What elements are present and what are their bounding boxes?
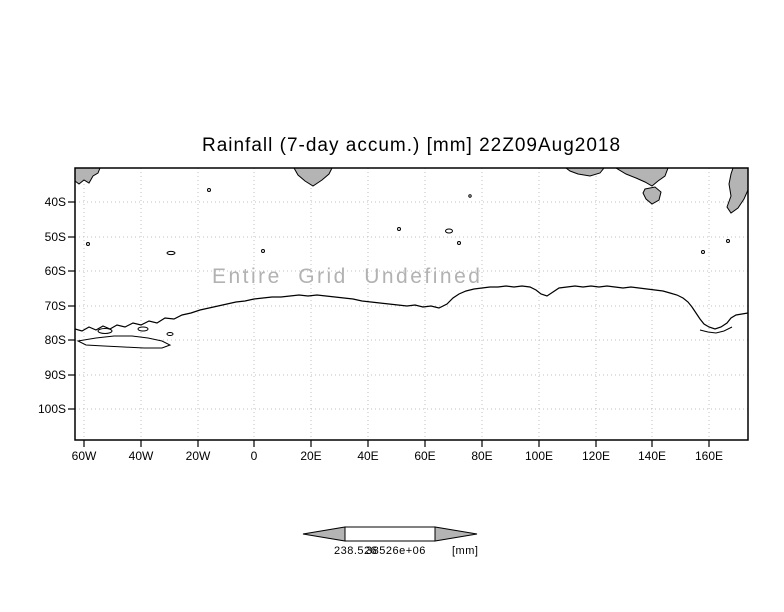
lon-tick-label: 20E	[300, 449, 322, 463]
island	[207, 188, 211, 192]
australia-east	[615, 168, 669, 187]
colorbar-unit-label: [mm]	[452, 545, 479, 557]
axis-ticks	[68, 201, 710, 447]
new-zealand	[726, 168, 748, 214]
colorbar-left-arrow	[302, 526, 346, 542]
island	[726, 239, 730, 243]
land-masses	[75, 168, 748, 214]
lon-tick-label: 120E	[581, 449, 611, 463]
lat-tick-label: 80S	[44, 333, 66, 347]
island	[86, 242, 90, 246]
lon-tick-label: 20W	[185, 449, 211, 463]
lon-tick-label: 100E	[524, 449, 554, 463]
grid-lines	[75, 168, 748, 440]
lon-tick-label: 140E	[637, 449, 667, 463]
colorbar-right-arrow	[434, 526, 478, 542]
colorbar-bar	[344, 526, 436, 542]
island	[97, 328, 113, 334]
plot-title: Rainfall (7-day accum.) [mm] 22Z09Aug201…	[201, 135, 622, 156]
lat-tick-label: 60S	[44, 264, 66, 278]
island	[137, 326, 149, 332]
lon-tick-label: 80E	[471, 449, 493, 463]
island	[457, 241, 461, 245]
lon-tick-label: 40E	[357, 449, 379, 463]
antarctic-peninsula-chain	[76, 335, 172, 349]
lat-tick-label: 100S	[37, 402, 66, 416]
lon-tick-label: 60W	[71, 449, 97, 463]
plot-frame	[74, 167, 749, 441]
island	[397, 227, 401, 231]
tasmania	[642, 186, 662, 205]
island	[701, 250, 705, 254]
colorbar-max-label: 38526e+06	[366, 545, 426, 557]
colorbar-min-label: 238.526	[334, 545, 378, 557]
south-georgia-island	[166, 250, 176, 256]
undefined-grid-message: Entire Grid Undefined	[212, 265, 483, 288]
ross-sea-coast-detail	[699, 326, 733, 334]
africa-tip	[293, 168, 333, 187]
lat-tick-label: 50S	[44, 230, 66, 244]
island	[468, 194, 472, 198]
island	[261, 249, 265, 253]
lon-tick-label: 40W	[128, 449, 154, 463]
colorbar	[302, 526, 478, 542]
lat-tick-label: 90S	[44, 368, 66, 382]
south-america-tip	[75, 168, 101, 185]
lon-tick-label: 60E	[414, 449, 436, 463]
lon-tick-label: 0	[250, 449, 258, 463]
lat-tick-label: 40S	[44, 195, 66, 209]
antarctica-coastline	[75, 285, 748, 332]
islands	[76, 188, 730, 349]
lat-tick-label: 70S	[44, 299, 66, 313]
kerguelen-island	[445, 228, 453, 234]
lon-tick-label: 160E	[694, 449, 724, 463]
australia-west	[565, 168, 605, 177]
island	[166, 332, 174, 336]
